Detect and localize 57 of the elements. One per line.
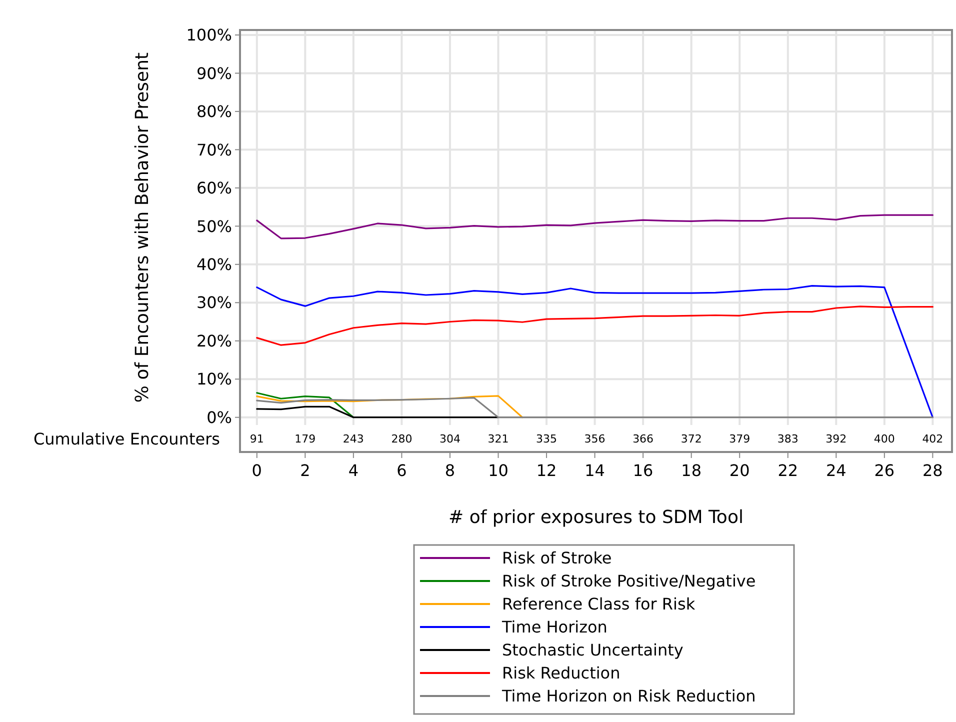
x-tick-label: 28 — [922, 461, 943, 480]
text: 379 — [729, 432, 750, 446]
x-tick-label: 22 — [778, 461, 798, 480]
y-tick-label: 0% — [206, 408, 232, 427]
line-series — [256, 214, 934, 240]
text: 179 — [294, 432, 316, 446]
text: 372 — [680, 432, 702, 446]
y-tick-label: 50% — [196, 216, 232, 236]
line-series — [256, 406, 500, 418]
y-tick-label: 100% — [186, 26, 232, 45]
x-tick-label: 16 — [632, 461, 654, 480]
x-tick-label: 24 — [826, 461, 846, 480]
x-tick-label: 12 — [536, 461, 557, 480]
x-tick-label: 0 — [252, 461, 262, 480]
line-series — [256, 397, 934, 418]
text: 243 — [342, 432, 364, 446]
x-axis-title: # of prior exposures to SDM Tool — [448, 507, 744, 528]
y-axis-title: % of Encounters with Behavior Present — [132, 52, 153, 403]
x-tick-label: 2 — [300, 461, 310, 480]
legend-label: Time Horizon — [501, 618, 608, 637]
legend-label: Risk of Stroke Positive/Negative — [502, 572, 756, 591]
legend-label: Risk Reduction — [502, 664, 620, 683]
legend-label: Time Horizon on Risk Reduction — [501, 686, 756, 706]
y-tick-label: 60% — [196, 178, 232, 198]
text: 321 — [488, 432, 509, 446]
text: 304 — [439, 432, 460, 446]
legend-label: Stochastic Uncertainty — [502, 640, 684, 660]
text: 280 — [391, 432, 412, 446]
x-tick-label: 18 — [681, 461, 702, 480]
x-tick-label: 8 — [444, 461, 456, 480]
y-tick-label: 70% — [196, 140, 232, 160]
x-tick-label: 6 — [396, 461, 407, 480]
y-tick-label: 90% — [196, 64, 232, 83]
legend-label: Risk of Stroke — [502, 548, 612, 568]
y-tick-label: 40% — [196, 255, 232, 274]
text: 91 — [250, 432, 264, 446]
y-tick-label: 80% — [196, 102, 232, 122]
line-series — [256, 392, 354, 418]
x-tick-label: 14 — [584, 461, 605, 480]
text: 366 — [632, 432, 654, 446]
text: 392 — [826, 432, 847, 446]
y-tick-label: 10% — [196, 370, 232, 389]
text: 402 — [922, 432, 944, 446]
text: Cumulative Encounters — [33, 430, 220, 448]
line-series — [256, 285, 934, 418]
x-tick-label: 4 — [348, 461, 359, 480]
legend-label: Reference Class for Risk — [502, 594, 696, 614]
text: 335 — [536, 432, 558, 446]
y-tick-label: 20% — [196, 331, 232, 350]
x-tick-label: 10 — [488, 461, 508, 480]
text: 356 — [584, 432, 606, 446]
text: 383 — [777, 432, 798, 446]
text: 400 — [874, 432, 895, 446]
x-tick-label: 20 — [729, 461, 750, 480]
line-series — [256, 306, 934, 346]
x-tick-label: 26 — [874, 461, 895, 480]
y-tick-label: 30% — [196, 293, 232, 312]
